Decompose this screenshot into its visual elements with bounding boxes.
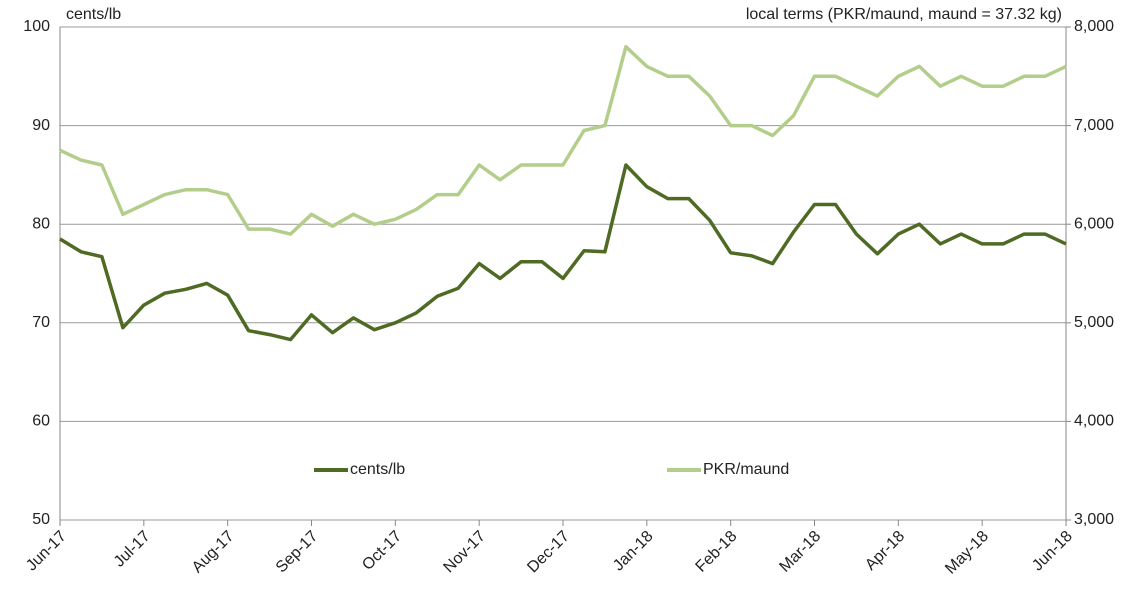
- y2-tick-label: 3,000: [1074, 511, 1114, 528]
- y-tick-label: 100: [23, 18, 50, 35]
- x-tick-label: Oct-17: [359, 528, 405, 574]
- x-tick-label: Aug-17: [189, 528, 238, 577]
- x-tick-label: Nov-17: [440, 528, 489, 577]
- y-tick-label: 50: [32, 511, 50, 528]
- y-axis-label: cents/lb: [66, 6, 121, 23]
- x-tick-label: Dec-17: [524, 528, 573, 577]
- x-tick-label: May-18: [942, 528, 992, 578]
- x-tick-label: Jun-17: [23, 528, 70, 575]
- x-tick-label: Jan-18: [610, 528, 657, 575]
- y2-tick-label: 8,000: [1074, 18, 1114, 35]
- x-tick-label: Feb-18: [693, 528, 741, 576]
- y2-tick-label: 4,000: [1074, 413, 1114, 430]
- y2-tick-label: 7,000: [1074, 117, 1114, 134]
- y-tick-label: 90: [32, 117, 50, 134]
- y2-axis-label: local terms (PKR/maund, maund = 37.32 kg…: [746, 6, 1062, 23]
- x-tick-label: Sep-17: [273, 528, 322, 577]
- y-tick-label: 60: [32, 413, 50, 430]
- legend-label: cents/lb: [350, 461, 405, 478]
- x-tick-label: Jun-18: [1029, 528, 1076, 575]
- series-line: [59, 163, 1067, 342]
- y-tick-label: 80: [32, 215, 50, 232]
- x-tick-label: Mar-18: [776, 528, 824, 576]
- legend-label: PKR/maund: [703, 461, 789, 478]
- y2-tick-label: 6,000: [1074, 215, 1114, 232]
- x-tick-label: Jul-17: [111, 528, 154, 571]
- series-line: [59, 44, 1067, 236]
- y2-tick-label: 5,000: [1074, 314, 1114, 331]
- x-tick-label: Apr-18: [862, 528, 908, 574]
- y-tick-label: 70: [32, 314, 50, 331]
